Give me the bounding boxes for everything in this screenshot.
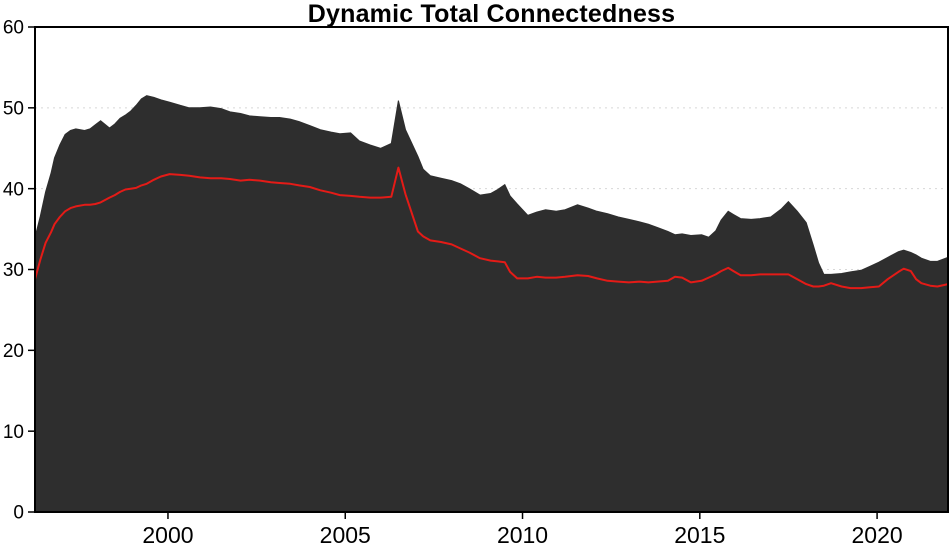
y-tick-label: 50 xyxy=(3,98,24,119)
y-tick-label: 0 xyxy=(13,503,24,524)
area-series xyxy=(34,95,949,513)
line-series xyxy=(34,166,949,290)
x-tick-label: 2015 xyxy=(674,522,725,547)
chart-title: Dynamic Total Connectedness xyxy=(307,0,676,28)
x-tick-label: 2000 xyxy=(142,522,193,547)
y-tick-label: 10 xyxy=(3,422,24,443)
x-tick-label: 2005 xyxy=(320,522,371,547)
y-tick-label: 20 xyxy=(3,341,24,362)
y-tick-label: 30 xyxy=(3,260,24,281)
x-tick-label: 2020 xyxy=(852,522,903,547)
x-tick-label: 2010 xyxy=(497,522,548,547)
y-tick-label: 60 xyxy=(3,18,24,39)
y-tick-label: 40 xyxy=(3,179,24,200)
